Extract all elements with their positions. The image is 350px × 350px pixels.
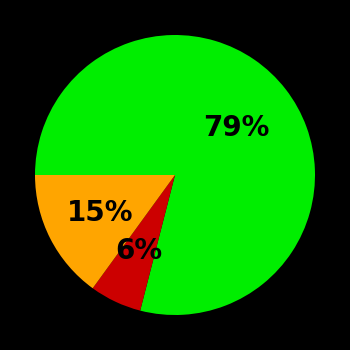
Text: 6%: 6% <box>116 237 163 265</box>
Wedge shape <box>35 175 175 288</box>
Wedge shape <box>35 35 315 315</box>
Text: 15%: 15% <box>67 199 133 227</box>
Wedge shape <box>93 175 175 310</box>
Text: 79%: 79% <box>203 114 269 142</box>
